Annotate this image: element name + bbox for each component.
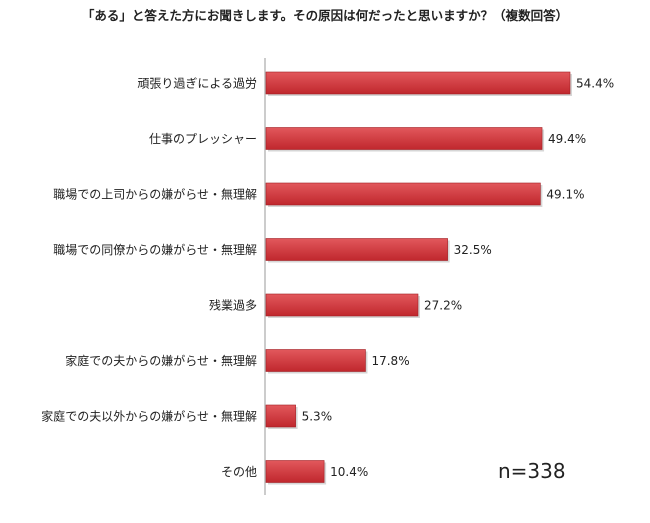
bar — [265, 238, 448, 261]
value-label: 49.4% — [548, 132, 586, 146]
category-label: その他 — [221, 465, 257, 479]
category-label: 家庭での夫からの嫌がらせ・無理解 — [65, 353, 257, 368]
bar — [265, 71, 571, 95]
category-label: 残業過多 — [209, 299, 257, 313]
bar — [265, 293, 419, 317]
value-label: 10.4% — [330, 465, 368, 479]
category-label: 仕事のプレッシャー — [149, 132, 257, 146]
category-label: 職場での上司からの嫌がらせ・無理解 — [53, 187, 257, 202]
value-label: 54.4% — [576, 77, 614, 91]
bar — [265, 182, 541, 206]
bar — [265, 349, 366, 372]
category-label: 職場での同僚からの嫌がらせ・無理解 — [53, 242, 257, 257]
bar — [265, 127, 543, 150]
bars-layer: 頑張り過ぎによる過労 54.4% 仕事のプレッシャー 49.4% 職場での上司からの嫌が… — [41, 71, 614, 485]
value-label: 27.2% — [424, 299, 462, 313]
value-label: 32.5% — [454, 243, 492, 257]
chart-title: 「ある」と答えた方にお聞きします。その原因は何だったと思いますか？（複数回答） — [82, 8, 568, 23]
sample-size-annotation: n=338 — [498, 459, 566, 483]
value-label: 5.3% — [302, 410, 333, 424]
value-label: 17.8% — [371, 354, 409, 368]
category-label: 頑張り過ぎによる過労 — [137, 77, 257, 91]
category-label: 家庭での夫以外からの嫌がらせ・無理解 — [41, 409, 257, 424]
value-label: 49.1% — [546, 188, 584, 202]
bar — [265, 404, 296, 428]
bar — [265, 460, 325, 483]
